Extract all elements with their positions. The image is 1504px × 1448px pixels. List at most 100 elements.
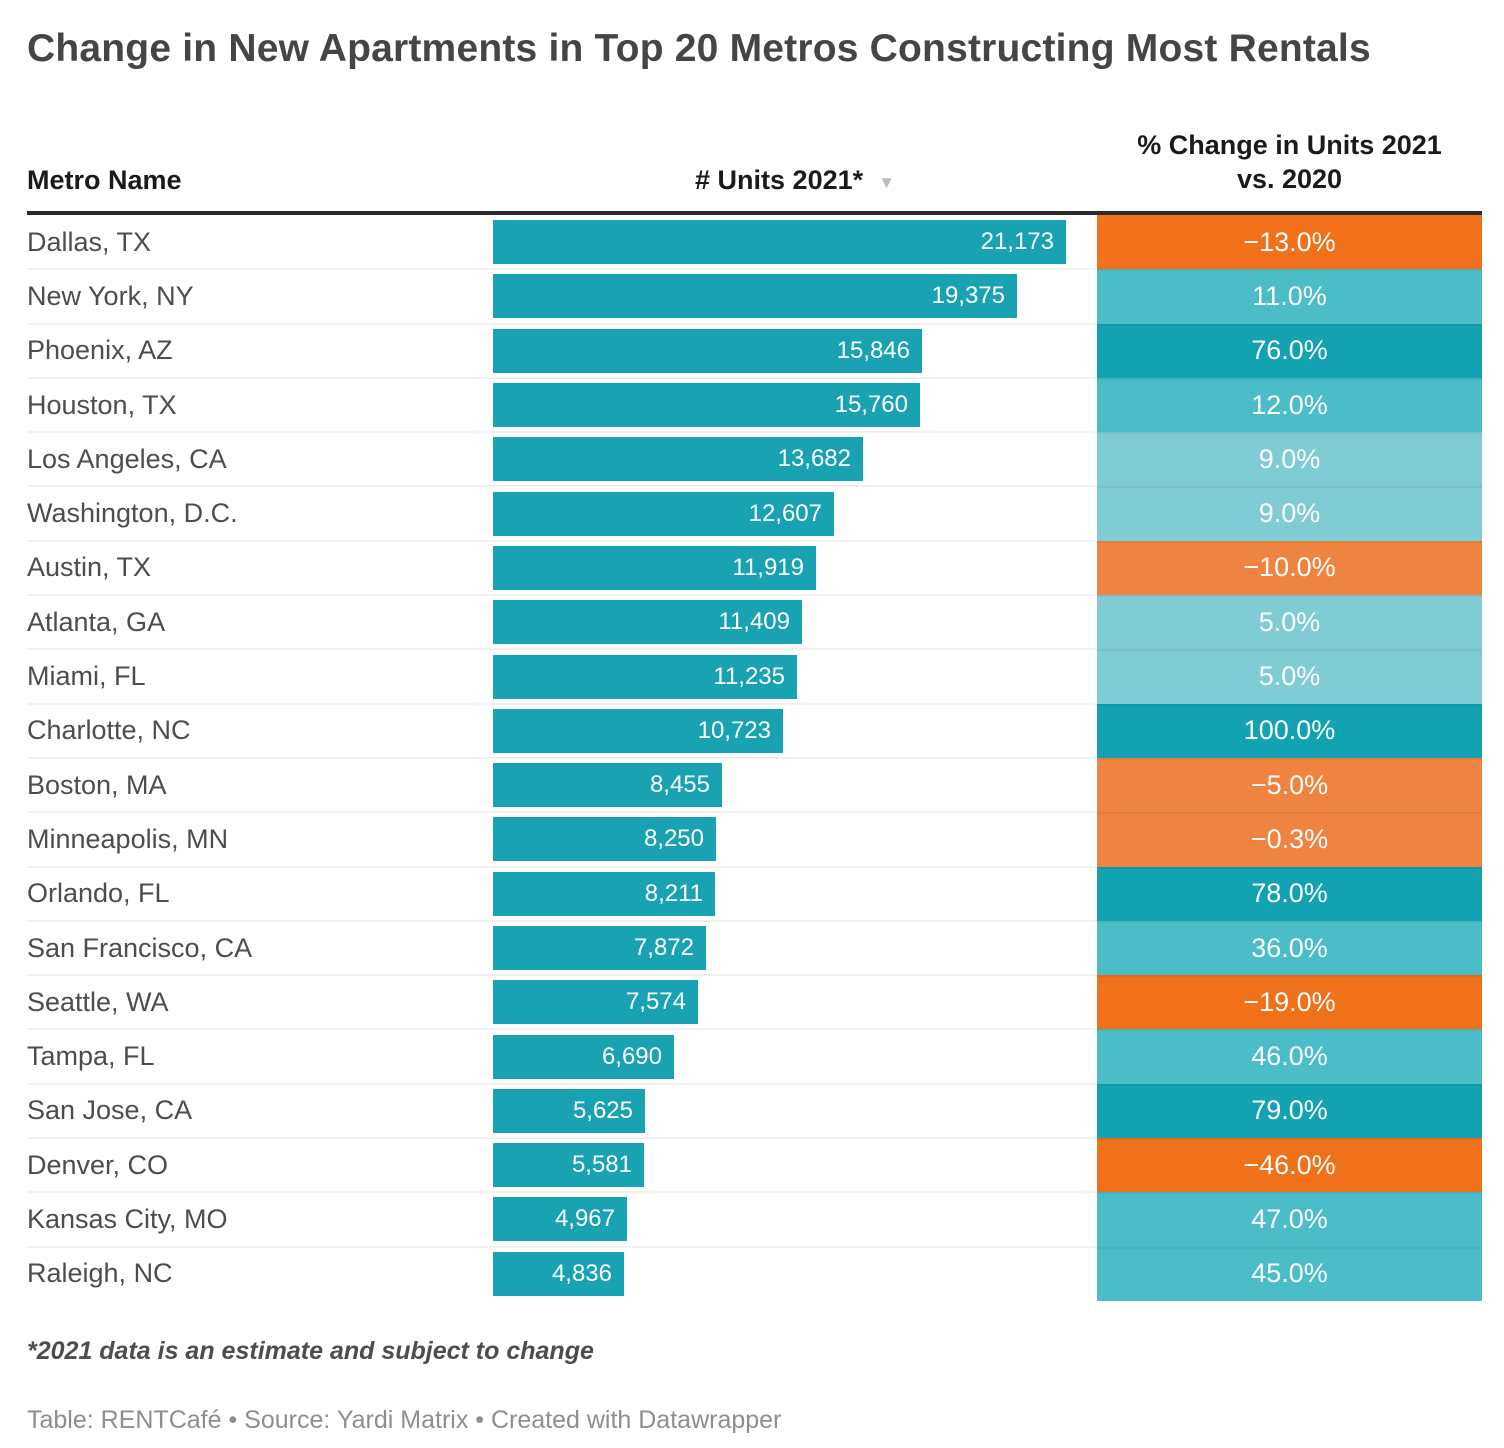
- table-row: Boston, MA 8,455 −5.0%: [27, 756, 1482, 813]
- units-bar: 21,173: [493, 220, 1066, 265]
- table-row: Tampa, FL 6,690 46.0%: [27, 1028, 1482, 1084]
- pct-value: 78.0%: [1251, 878, 1328, 909]
- units-bar-cell: 8,250: [493, 817, 1097, 862]
- column-header-pct-line1: % Change in Units 2021: [1137, 130, 1442, 160]
- units-bar: 11,919: [493, 545, 816, 590]
- table-row: Atlanta, GA 11,409 5.0%: [27, 594, 1482, 650]
- units-value: 12,607: [748, 499, 822, 527]
- units-bar-cell: 15,846: [493, 328, 1097, 373]
- units-bar-cell: 7,872: [493, 926, 1097, 970]
- table-row: Los Angeles, CA 13,682 9.0%: [27, 431, 1482, 487]
- units-bar: 4,836: [493, 1251, 624, 1296]
- table-row: Denver, CO 5,581 −46.0%: [27, 1137, 1482, 1193]
- units-value: 15,760: [834, 391, 908, 419]
- units-bar-cell: 15,760: [493, 383, 1097, 428]
- pct-cell: 5.0%: [1097, 595, 1482, 650]
- units-value: 6,690: [601, 1042, 662, 1070]
- table-row: Austin, TX 11,919 −10.0%: [27, 539, 1482, 596]
- units-value: 10,723: [697, 716, 771, 744]
- pct-value: 79.0%: [1251, 1095, 1328, 1126]
- units-bar: 19,375: [493, 274, 1017, 319]
- pct-cell: 12.0%: [1097, 377, 1482, 433]
- units-bar: 13,682: [493, 437, 863, 482]
- pct-value: 12.0%: [1251, 389, 1328, 420]
- column-header-pct-line2: vs. 2020: [1236, 164, 1343, 194]
- pct-cell: 100.0%: [1097, 703, 1482, 758]
- pct-cell: −10.0%: [1097, 540, 1482, 596]
- column-header-pct-change: % Change in Units 2021 vs. 2020: [1097, 128, 1482, 196]
- footnote: *2021 data is an estimate and subject to…: [27, 1336, 594, 1365]
- units-bar-cell: 5,581: [493, 1143, 1097, 1188]
- units-bar: 10,723: [493, 708, 783, 753]
- units-bar-cell: 13,682: [493, 437, 1097, 482]
- table-row: Raleigh, NC 4,836 45.0%: [27, 1245, 1482, 1301]
- pct-value: −13.0%: [1243, 226, 1336, 257]
- pct-value: −19.0%: [1243, 986, 1336, 1017]
- metro-label: Miami, FL: [27, 661, 146, 692]
- units-bar: 11,235: [493, 654, 797, 699]
- table-body: Dallas, TX 21,173 −13.0% New York, NY 19…: [27, 215, 1482, 1301]
- units-bar-cell: 7,574: [493, 980, 1097, 1025]
- pct-cell: −19.0%: [1097, 975, 1482, 1030]
- units-value: 8,250: [643, 825, 704, 853]
- table-row: New York, NY 19,375 11.0%: [27, 268, 1482, 324]
- table-row: Houston, TX 15,760 12.0%: [27, 376, 1482, 433]
- units-value: 5,581: [571, 1151, 632, 1179]
- units-bar-cell: 12,607: [493, 491, 1097, 536]
- units-bar: 8,250: [493, 817, 716, 862]
- metro-label: Atlanta, GA: [27, 606, 166, 637]
- header-divider-rule: [27, 211, 1482, 215]
- column-header-metro: Metro Name: [27, 165, 182, 195]
- units-bar: 15,846: [493, 328, 922, 373]
- units-bar: 12,607: [493, 491, 834, 536]
- units-value: 11,235: [713, 662, 785, 690]
- sort-descending-icon[interactable]: ▼: [878, 173, 895, 192]
- table-row: Orlando, FL 8,211 78.0%: [27, 865, 1482, 921]
- pct-cell: 9.0%: [1097, 486, 1482, 541]
- metro-label: San Francisco, CA: [27, 932, 253, 963]
- pct-value: 76.0%: [1251, 335, 1328, 366]
- pct-cell: 9.0%: [1097, 432, 1482, 487]
- metro-label: Tampa, FL: [27, 1041, 155, 1072]
- units-bar: 4,967: [493, 1197, 627, 1242]
- units-bar: 7,574: [493, 980, 698, 1025]
- metro-label: Washington, D.C.: [27, 498, 238, 529]
- units-bar-cell: 11,409: [493, 600, 1097, 645]
- units-value: 7,574: [625, 988, 686, 1016]
- units-bar-cell: 4,967: [493, 1197, 1097, 1242]
- column-header-units-sort-button[interactable]: # Units 2021* ▼: [493, 165, 1097, 196]
- pct-value: 5.0%: [1258, 661, 1321, 692]
- units-bar: 6,690: [493, 1034, 674, 1079]
- units-value: 11,919: [732, 553, 804, 581]
- metro-label: Minneapolis, MN: [27, 823, 229, 854]
- metro-label: Houston, TX: [27, 389, 177, 420]
- units-bar-cell: 10,723: [493, 708, 1097, 753]
- metro-label: Phoenix, AZ: [27, 335, 173, 366]
- units-bar-cell: 11,919: [493, 545, 1097, 590]
- pct-cell: 45.0%: [1097, 1246, 1482, 1301]
- units-bar-cell: 8,455: [493, 763, 1097, 808]
- units-bar: 5,581: [493, 1143, 644, 1188]
- metro-label: Denver, CO: [27, 1149, 169, 1180]
- metro-label: Charlotte, NC: [27, 715, 191, 746]
- metro-label: New York, NY: [27, 280, 194, 311]
- table-row: Charlotte, NC 10,723 100.0%: [27, 702, 1482, 758]
- units-value: 19,375: [931, 282, 1005, 310]
- pct-value: −10.0%: [1243, 552, 1336, 583]
- units-value: 15,846: [836, 336, 910, 364]
- pct-cell: −5.0%: [1097, 757, 1482, 813]
- metro-label: Dallas, TX: [27, 226, 152, 257]
- units-value: 4,967: [554, 1205, 615, 1233]
- units-value: 21,173: [980, 228, 1054, 256]
- metro-label: Raleigh, NC: [27, 1258, 173, 1289]
- units-bar-cell: 4,836: [493, 1251, 1097, 1296]
- pct-cell: 46.0%: [1097, 1029, 1482, 1084]
- units-bar: 8,455: [493, 763, 722, 808]
- units-bar-cell: 8,211: [493, 871, 1097, 916]
- units-value: 8,455: [649, 771, 710, 799]
- metro-label: Los Angeles, CA: [27, 443, 227, 474]
- pct-cell: 76.0%: [1097, 323, 1482, 378]
- table-header: Metro Name # Units 2021* ▼ % Change in U…: [27, 128, 1482, 211]
- attribution: Table: RENTCafé • Source: Yardi Matrix •…: [27, 1405, 782, 1434]
